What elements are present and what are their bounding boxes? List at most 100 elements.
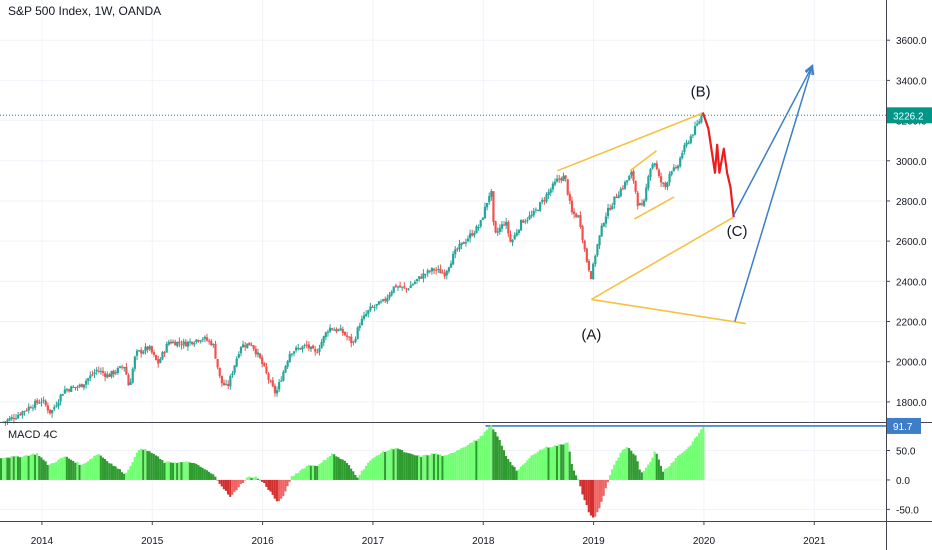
candle xyxy=(636,190,639,210)
histogram-bar xyxy=(454,452,457,480)
candle xyxy=(604,212,608,228)
candle xyxy=(471,229,474,237)
histogram-bar xyxy=(364,465,368,480)
candle xyxy=(456,247,459,252)
histogram-bar xyxy=(651,457,654,480)
histogram-bar xyxy=(526,460,529,480)
histogram-bar xyxy=(585,479,588,506)
histogram-bar xyxy=(415,455,419,480)
candle-body xyxy=(672,167,675,171)
candle-body xyxy=(199,340,202,342)
candle-body xyxy=(490,191,493,197)
histogram-bar xyxy=(322,460,325,480)
histogram-bar xyxy=(681,452,684,480)
macd-histogram xyxy=(0,425,705,518)
candle xyxy=(123,366,126,372)
histogram-bar xyxy=(284,479,287,492)
histogram-bar xyxy=(466,445,469,480)
histogram-bar xyxy=(468,443,472,480)
histogram-bar xyxy=(653,451,656,480)
candle-body xyxy=(437,268,440,270)
candle xyxy=(460,242,463,250)
histogram-bar xyxy=(201,467,204,480)
candle-body xyxy=(254,348,257,355)
candle xyxy=(539,201,542,212)
candle xyxy=(171,339,175,344)
histogram-bar xyxy=(144,449,147,480)
wave-label: (C) xyxy=(727,223,748,240)
histogram-bar xyxy=(475,440,478,480)
histogram-bar xyxy=(333,454,336,480)
histogram-bar xyxy=(331,453,334,480)
candle-body xyxy=(475,226,478,234)
candle xyxy=(55,401,58,408)
candle xyxy=(303,343,306,349)
histogram-bar xyxy=(227,479,230,495)
histogram-bar xyxy=(589,479,592,516)
candle-body xyxy=(441,272,444,274)
histogram-bar xyxy=(543,448,546,480)
candle xyxy=(560,176,563,184)
histogram-bar xyxy=(521,464,525,480)
histogram-bar xyxy=(632,453,635,480)
y-tick-label: 2400.0 xyxy=(896,277,927,288)
candle-body xyxy=(78,384,81,387)
candle-body xyxy=(600,225,603,237)
candle-body xyxy=(647,176,650,189)
candle-body xyxy=(553,181,557,185)
candle-body xyxy=(666,182,669,188)
histogram-bar xyxy=(40,457,43,480)
candle xyxy=(401,286,404,291)
candle xyxy=(299,347,302,351)
candle-body xyxy=(566,179,569,195)
candle xyxy=(388,291,391,301)
candle-body xyxy=(17,414,20,419)
candle xyxy=(210,339,213,347)
candle xyxy=(195,339,198,344)
candle xyxy=(507,220,510,238)
candle xyxy=(335,327,338,334)
candle-body xyxy=(186,341,190,347)
histogram-bar xyxy=(6,457,9,480)
candle-body xyxy=(350,336,353,344)
histogram-bar xyxy=(25,455,28,480)
candle xyxy=(536,209,540,212)
candle-body xyxy=(267,373,270,380)
candle xyxy=(256,348,260,358)
candle-body xyxy=(630,172,633,176)
histogram-bar xyxy=(173,462,177,480)
histogram-bar xyxy=(14,455,17,480)
candle xyxy=(581,224,584,244)
histogram-bar xyxy=(38,456,41,480)
candle xyxy=(437,265,440,273)
candle xyxy=(691,134,695,139)
candle-body xyxy=(214,344,217,359)
histogram-bar xyxy=(396,448,399,480)
histogram-bar xyxy=(570,463,573,480)
histogram-bar xyxy=(494,432,497,480)
histogram-bar xyxy=(233,479,236,492)
candle xyxy=(534,207,537,213)
histogram-bar xyxy=(252,477,255,480)
candle-body xyxy=(424,274,427,276)
candle-body xyxy=(390,291,393,296)
candle xyxy=(278,379,281,393)
histogram-bar xyxy=(700,429,703,480)
candle xyxy=(78,383,81,389)
candle xyxy=(481,217,484,221)
candle-body xyxy=(382,299,385,301)
candle xyxy=(312,344,315,349)
candle-body xyxy=(628,175,631,181)
histogram-bar xyxy=(110,463,113,480)
candle xyxy=(343,331,347,336)
histogram-bar xyxy=(180,462,183,480)
histogram-bar xyxy=(422,455,425,480)
histogram-bar xyxy=(655,453,658,480)
candle xyxy=(600,223,603,237)
projection-line xyxy=(733,66,812,216)
candle xyxy=(36,398,39,405)
candle-body xyxy=(500,224,504,229)
candle xyxy=(473,230,476,238)
candle xyxy=(398,281,402,288)
